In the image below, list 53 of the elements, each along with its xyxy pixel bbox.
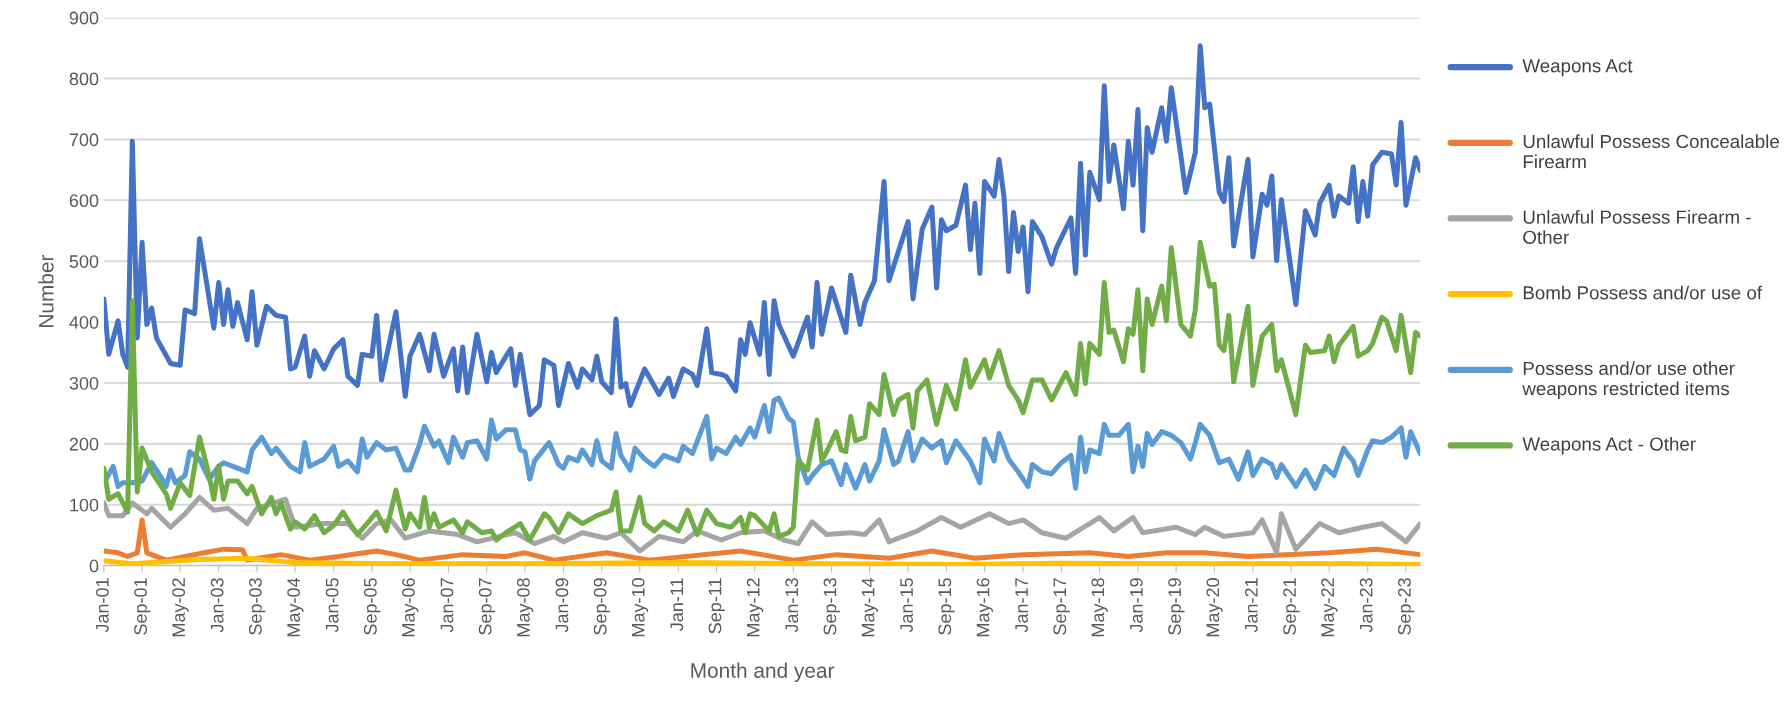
x-tick-label: Jan-09 [555, 578, 569, 633]
x-tick-label: Jan-05 [325, 578, 339, 633]
x-tick-label: May-06 [402, 578, 419, 637]
legend-label: Unlawful Possess Concealable Firearm [1523, 134, 1779, 169]
x-tick-label: May-02 [172, 578, 189, 637]
y-tick-label: 700 [69, 133, 99, 147]
x-tick-label: May-14 [861, 577, 878, 637]
x-tick-label: Sep-23 [1398, 578, 1415, 635]
x-tick-label: Jan-13 [785, 578, 799, 633]
x-tick-label: Jan-03 [210, 578, 224, 633]
x-tick-label: Jan-07 [440, 578, 454, 633]
legend-label: Bomb Possess and/or use of [1523, 285, 1763, 300]
y-tick-label: 200 [69, 437, 99, 451]
y-tick-label: 0 [89, 559, 99, 573]
x-tick-label: Sep-11 [708, 578, 725, 634]
x-tick-label: Sep-15 [938, 578, 955, 635]
y-tick-label: 800 [69, 72, 99, 86]
legend-label: Weapons Act - Other [1522, 436, 1696, 455]
legend-label: Weapons Act [1522, 59, 1633, 77]
x-tick-label: May-16 [976, 578, 993, 637]
y-tick-label: 400 [69, 316, 99, 329]
legend-label: Unlawful Possess Firearm - Other [1523, 209, 1751, 244]
x-tick-label: Jan-17 [1015, 578, 1028, 633]
legend-label: Possess and/or use other weapons restricted items [1522, 361, 1735, 399]
x-tick-label: May-10 [631, 578, 649, 637]
x-tick-label: May-20 [1206, 578, 1223, 637]
x-tick-label: Jan-19 [1129, 578, 1143, 633]
y-axis-title: Number [38, 254, 54, 327]
x-tick-label: Sep-17 [1053, 578, 1070, 635]
x-tick-label: May-08 [517, 578, 534, 637]
x-tick-label: May-04 [287, 577, 304, 637]
x-tick-label: Sep-19 [1168, 578, 1185, 635]
x-tick-label: Jan-11 [670, 578, 684, 631]
x-tick-label: Sep-05 [363, 578, 381, 635]
x-tick-label: Sep-13 [823, 578, 840, 635]
y-tick-label: 500 [69, 255, 99, 268]
x-tick-label: Sep-21 [1283, 578, 1300, 635]
x-tick-label: Sep-01 [134, 578, 151, 635]
x-tick-label: Jan-23 [1359, 578, 1373, 633]
y-tick-label: 100 [70, 498, 99, 512]
x-tick-label: May-22 [1321, 578, 1338, 637]
x-tick-label: Sep-07 [478, 578, 496, 635]
y-tick-label: 900 [69, 11, 99, 25]
y-tick-label: 300 [69, 376, 99, 390]
x-tick-label: Jan-21 [1244, 578, 1258, 633]
x-tick-label: Sep-03 [248, 578, 266, 635]
x-tick-label: Jan-01 [95, 578, 109, 633]
x-tick-label: Sep-09 [593, 578, 611, 635]
x-tick-label: May-18 [1091, 578, 1108, 637]
x-tick-label: Jan-15 [900, 578, 913, 633]
y-tick-label: 600 [69, 194, 99, 208]
x-tick-label: May-12 [746, 578, 764, 637]
x-axis-title: Month and year [691, 662, 835, 683]
